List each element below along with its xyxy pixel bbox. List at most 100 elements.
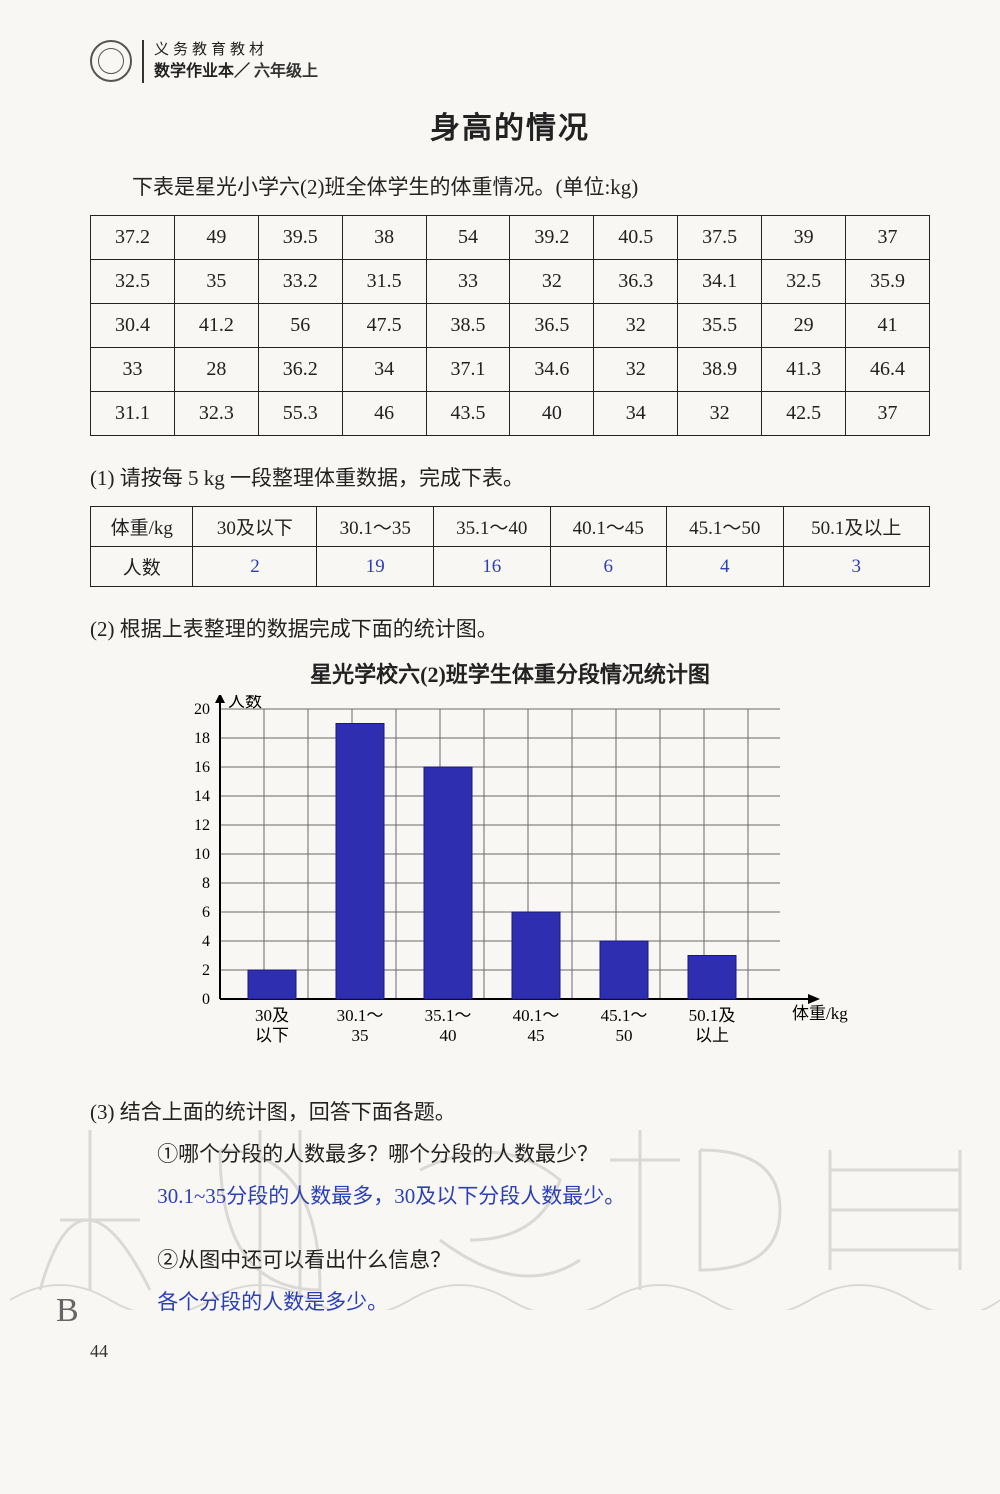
chart-title: 星光学校六(2)班学生体重分段情况统计图 — [90, 657, 930, 689]
table-cell: 35.9 — [846, 260, 930, 304]
svg-text:40.1～: 40.1～ — [513, 1006, 560, 1025]
table-cell: 37 — [846, 392, 930, 436]
freq-column-header: 30及以下 — [193, 507, 317, 547]
table-cell: 28 — [174, 348, 258, 392]
svg-text:以下: 以下 — [255, 1026, 289, 1045]
table-cell: 49 — [174, 216, 258, 260]
page-number: 44 — [90, 1341, 108, 1362]
svg-text:8: 8 — [202, 875, 210, 892]
table-cell: 41 — [846, 304, 930, 348]
answer-1: 30.1~35分段的人数最多，30及以下分段人数最少。 — [90, 1180, 930, 1210]
svg-text:40: 40 — [440, 1026, 457, 1045]
freq-column-header: 40.1～45 — [550, 507, 667, 547]
table-cell: 38.9 — [678, 348, 762, 392]
logo-icon — [90, 40, 132, 82]
table-cell: 46.4 — [846, 348, 930, 392]
svg-text:14: 14 — [194, 788, 210, 805]
question-3-block: (3) 结合上面的统计图，回答下面各题。 ①哪个分段的人数最多？哪个分段的人数最… — [90, 1096, 930, 1316]
svg-text:20: 20 — [194, 701, 210, 718]
page-title: 身高的情况 — [90, 103, 930, 147]
svg-text:50: 50 — [616, 1026, 633, 1045]
svg-text:10: 10 — [194, 846, 210, 863]
table-cell: 32.3 — [174, 392, 258, 436]
table-cell: 41.2 — [174, 304, 258, 348]
freq-value: 2 — [193, 547, 317, 587]
freq-column-header: 45.1～50 — [667, 507, 784, 547]
table-row: 332836.23437.134.63238.941.346.4 — [91, 348, 930, 392]
freq-column-header: 50.1及以上 — [783, 507, 929, 547]
table-cell: 38 — [342, 216, 426, 260]
b-mark: B — [56, 1292, 79, 1330]
table-cell: 36.5 — [510, 304, 594, 348]
header-text: 义务教育教材 数学作业本／六年级上 — [142, 40, 322, 83]
table-cell: 32 — [594, 304, 678, 348]
table-cell: 46 — [342, 392, 426, 436]
svg-text:45: 45 — [528, 1026, 545, 1045]
svg-text:12: 12 — [194, 817, 210, 834]
table-cell: 31.1 — [91, 392, 175, 436]
table-row: 人数21916643 — [91, 547, 930, 587]
freq-column-header: 35.1～40 — [433, 507, 550, 547]
svg-text:0: 0 — [202, 991, 210, 1008]
freq-value: 6 — [550, 547, 667, 587]
table-cell: 35 — [174, 260, 258, 304]
table-cell: 34 — [342, 348, 426, 392]
table-cell: 41.3 — [762, 348, 846, 392]
table-cell: 36.3 — [594, 260, 678, 304]
bar-chart-svg: 02468101214161820人数体重/kg30及以下30.1～3535.1… — [150, 695, 870, 1075]
svg-text:人数: 人数 — [228, 695, 262, 711]
svg-text:以上: 以上 — [695, 1026, 729, 1045]
table-row: 31.132.355.34643.540343242.537 — [91, 392, 930, 436]
table-cell: 55.3 — [258, 392, 342, 436]
table-cell: 34 — [594, 392, 678, 436]
frequency-table: 体重/kg30及以下30.1～3535.1～4040.1～4545.1～5050… — [90, 506, 930, 587]
svg-text:30及: 30及 — [255, 1006, 289, 1025]
table-cell: 35.5 — [678, 304, 762, 348]
table-cell: 42.5 — [762, 392, 846, 436]
table-row: 37.24939.5385439.240.537.53937 — [91, 216, 930, 260]
question-3-sub2: ②从图中还可以看出什么信息？ — [90, 1244, 930, 1274]
table-cell: 33 — [426, 260, 510, 304]
answer-2: 各个分段的人数是多少。 — [90, 1286, 930, 1316]
header-main: 数学作业本／六年级上 — [154, 61, 322, 83]
svg-text:35.1～: 35.1～ — [425, 1006, 472, 1025]
svg-text:16: 16 — [194, 759, 210, 776]
table-cell: 37.5 — [678, 216, 762, 260]
svg-text:45.1～: 45.1～ — [601, 1006, 648, 1025]
table-cell: 32.5 — [91, 260, 175, 304]
table-cell: 56 — [258, 304, 342, 348]
table-cell: 54 — [426, 216, 510, 260]
table-cell: 31.5 — [342, 260, 426, 304]
svg-text:4: 4 — [202, 933, 210, 950]
table-cell: 37 — [846, 216, 930, 260]
freq-value: 4 — [667, 547, 784, 587]
question-2: (2) 根据上表整理的数据完成下面的统计图。 — [90, 613, 930, 643]
table-cell: 40 — [510, 392, 594, 436]
table-cell: 32 — [678, 392, 762, 436]
table-cell: 38.5 — [426, 304, 510, 348]
table-cell: 47.5 — [342, 304, 426, 348]
freq-value: 19 — [317, 547, 434, 587]
question-3-sub1: ①哪个分段的人数最多？哪个分段的人数最少？ — [90, 1138, 930, 1168]
table-cell: 39 — [762, 216, 846, 260]
question-3-lead: (3) 结合上面的统计图，回答下面各题。 — [90, 1096, 930, 1126]
svg-text:2: 2 — [202, 962, 210, 979]
table-cell: 37.1 — [426, 348, 510, 392]
table-cell: 32.5 — [762, 260, 846, 304]
header-subtitle: 义务教育教材 — [154, 40, 322, 61]
table-row: 32.53533.231.5333236.334.132.535.9 — [91, 260, 930, 304]
svg-text:30.1～: 30.1～ — [337, 1006, 384, 1025]
grade-badge: 六年级上 — [250, 61, 322, 83]
table-cell: 33.2 — [258, 260, 342, 304]
table-cell: 40.5 — [594, 216, 678, 260]
intro-text: 下表是星光小学六(2)班全体学生的体重情况。(单位:kg) — [90, 171, 930, 201]
freq-column-header: 30.1～35 — [317, 507, 434, 547]
freq-value: 16 — [433, 547, 550, 587]
svg-text:35: 35 — [352, 1026, 369, 1045]
svg-text:50.1及: 50.1及 — [689, 1006, 736, 1025]
table-cell: 32 — [594, 348, 678, 392]
svg-text:6: 6 — [202, 904, 210, 921]
table-cell: 29 — [762, 304, 846, 348]
table-cell: 36.2 — [258, 348, 342, 392]
table-cell: 37.2 — [91, 216, 175, 260]
